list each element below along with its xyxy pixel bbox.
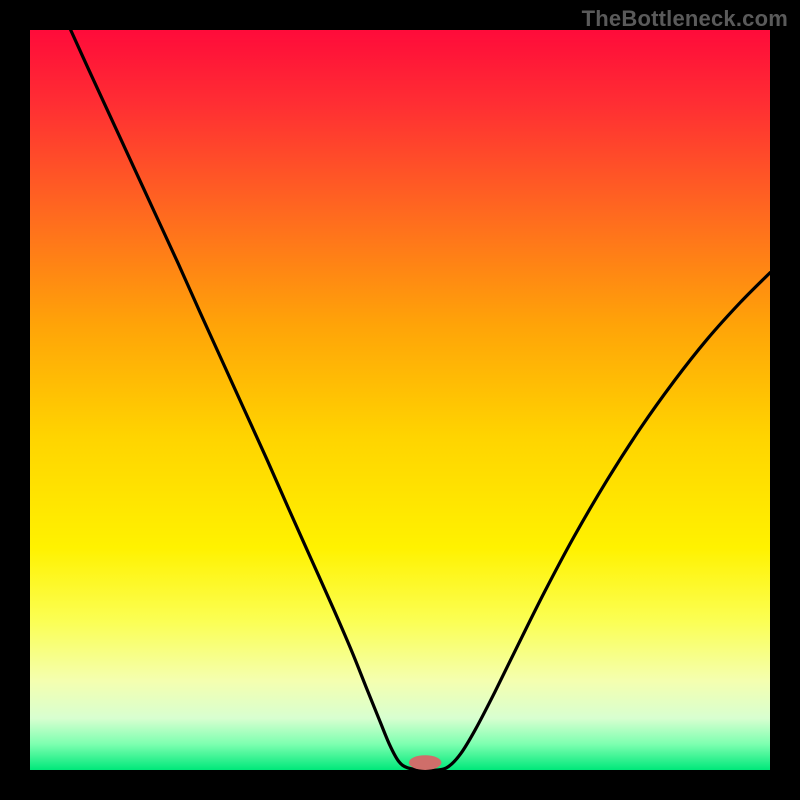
bottleneck-chart bbox=[0, 0, 800, 800]
watermark-text: TheBottleneck.com bbox=[582, 6, 788, 32]
minimum-marker bbox=[409, 755, 442, 770]
chart-frame: TheBottleneck.com bbox=[0, 0, 800, 800]
